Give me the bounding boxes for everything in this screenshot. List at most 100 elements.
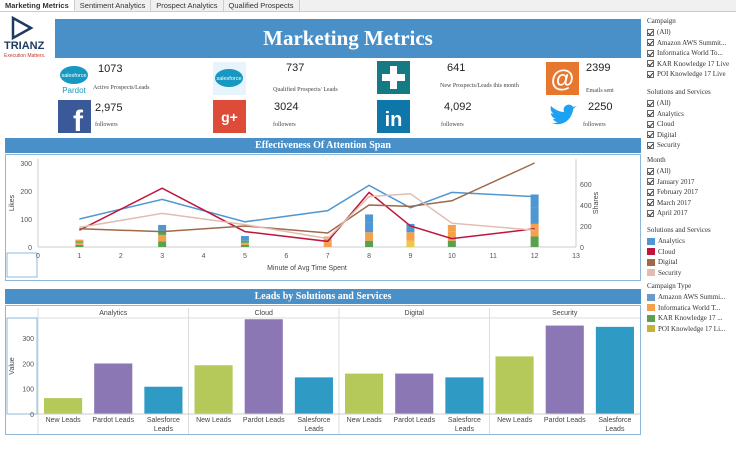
filter-option[interactable]: Amazon AWS Summit... bbox=[647, 38, 729, 49]
y2-tick-label: 200 bbox=[580, 224, 592, 231]
solutions-legend: Solutions and Services Analytics Cloud Digi… bbox=[647, 226, 711, 278]
x-tick-label: 6 bbox=[284, 253, 288, 260]
x-tick-label: New Leads bbox=[347, 417, 383, 424]
svg-text:f: f bbox=[73, 105, 84, 133]
filter-option[interactable]: January 2017 bbox=[647, 177, 698, 188]
x-tick-label: 8 bbox=[367, 253, 371, 260]
x-tick-label: Salesforce bbox=[598, 417, 631, 424]
kpi-facebook-value: 2,975 bbox=[95, 102, 123, 114]
checkbox-checked-icon[interactable] bbox=[647, 178, 654, 186]
legend-item[interactable]: Cloud bbox=[647, 247, 711, 258]
svg-text:Pardot: Pardot bbox=[62, 86, 86, 95]
leads-bar-chart: 0 100 200 300 Value Analytics New Leads Pardot … bbox=[6, 308, 640, 436]
legend-swatch bbox=[647, 314, 655, 322]
filter-option[interactable]: (All) bbox=[647, 166, 698, 177]
checkbox-checked-icon[interactable] bbox=[647, 70, 654, 78]
filter-option-label: March 2017 bbox=[657, 198, 692, 207]
checkbox-checked-icon[interactable] bbox=[647, 167, 654, 175]
tab-sentiment-analytics[interactable]: Sentiment Analytics bbox=[75, 0, 152, 11]
legend-item[interactable]: KAR Knowledge 17 ... bbox=[647, 313, 725, 324]
checkbox-checked-icon[interactable] bbox=[647, 28, 654, 36]
y-axis-label: Likes bbox=[9, 194, 16, 211]
checkbox-checked-icon[interactable] bbox=[647, 60, 654, 68]
kpi-pardot-label: Active Prospects/Leads bbox=[93, 85, 150, 91]
y-axis-label: Value bbox=[9, 357, 16, 374]
filter-option[interactable]: Digital bbox=[647, 130, 711, 141]
filter-option[interactable]: KAR Knowledge 17 Live bbox=[647, 59, 729, 70]
filter-option[interactable]: Analytics bbox=[647, 109, 711, 120]
leads-section-header: Leads by Solutions and Services bbox=[5, 289, 641, 304]
filter-option[interactable]: (All) bbox=[647, 27, 729, 38]
filter-option-label: Amazon AWS Summit... bbox=[657, 38, 727, 47]
checkbox-checked-icon[interactable] bbox=[647, 141, 654, 149]
x-tick-label: Pardot Leads bbox=[92, 417, 134, 424]
y-tick-label: 300 bbox=[20, 161, 32, 168]
x-tick-label: Pardot Leads bbox=[393, 417, 435, 424]
checkbox-checked-icon[interactable] bbox=[647, 188, 654, 196]
logo-tagline: Execution Matters. bbox=[4, 53, 46, 59]
legend-item[interactable]: Security bbox=[647, 268, 711, 279]
legend-label: Informatica World T... bbox=[658, 303, 721, 312]
stacked-bar-segment bbox=[323, 242, 332, 247]
filter-option[interactable]: February 2017 bbox=[647, 187, 698, 198]
stacked-bar-segment bbox=[530, 236, 539, 247]
legend-swatch bbox=[647, 325, 655, 333]
legend-title: Campaign Type bbox=[647, 282, 692, 290]
y-tick-label: 0 bbox=[30, 412, 34, 419]
bar-pardot-leads bbox=[395, 373, 434, 414]
legend-label: Security bbox=[658, 268, 682, 277]
filter-option-label: January 2017 bbox=[657, 177, 695, 186]
x-tick-label: 2 bbox=[119, 253, 123, 260]
filter-title: Month bbox=[647, 156, 666, 164]
legend-item[interactable]: Informatica World T... bbox=[647, 303, 725, 314]
filter-option[interactable]: Informatica World To... bbox=[647, 48, 729, 59]
filter-option[interactable]: (All) bbox=[647, 98, 711, 109]
series-line-cloud bbox=[79, 187, 535, 243]
filter-option[interactable]: April 2017 bbox=[647, 208, 698, 219]
stacked-bar-segment bbox=[158, 234, 167, 242]
legend-swatch bbox=[647, 237, 655, 245]
filter-option[interactable]: Security bbox=[647, 140, 711, 151]
checkbox-checked-icon[interactable] bbox=[647, 49, 654, 57]
tab-qualified-prospects[interactable]: Qualified Prospects bbox=[224, 0, 300, 11]
kpi-linkedin-label: followers bbox=[441, 122, 464, 128]
series-line-digital bbox=[79, 162, 535, 234]
y2-axis-label: Shares bbox=[593, 191, 600, 214]
filter-option[interactable]: Cloud bbox=[647, 119, 711, 130]
legend-item[interactable]: Digital bbox=[647, 257, 711, 268]
checkbox-checked-icon[interactable] bbox=[647, 131, 654, 139]
filter-option[interactable]: POI Knowledge 17 Live bbox=[647, 69, 729, 80]
y2-tick-label: 600 bbox=[580, 182, 592, 189]
stacked-bar-segment bbox=[530, 207, 539, 224]
x-tick-label: 0 bbox=[36, 253, 40, 260]
checkbox-checked-icon[interactable] bbox=[647, 110, 654, 118]
filter-option[interactable]: March 2017 bbox=[647, 198, 698, 209]
x-tick-label: New Leads bbox=[46, 417, 82, 424]
legend-item[interactable]: Amazon AWS Summi... bbox=[647, 292, 725, 303]
stacked-bar-segment bbox=[365, 222, 374, 233]
stacked-bar-segment bbox=[75, 242, 84, 245]
kpi-twitter-value: 2250 bbox=[588, 101, 613, 113]
stacked-bar-segment bbox=[406, 240, 415, 247]
checkbox-checked-icon[interactable] bbox=[647, 39, 654, 47]
bar-salesforce-leads bbox=[294, 377, 333, 414]
checkbox-checked-icon[interactable] bbox=[647, 209, 654, 217]
stacked-bar-segment bbox=[240, 235, 249, 241]
legend-item[interactable]: Analytics bbox=[647, 236, 711, 247]
x-tick-label: 4 bbox=[202, 253, 206, 260]
at-sign-icon: @ bbox=[546, 62, 579, 95]
y-tick-label: 100 bbox=[20, 217, 32, 224]
bar-salesforce-leads bbox=[445, 377, 484, 414]
bar-new-leads bbox=[495, 356, 534, 414]
stacked-bar-segment bbox=[365, 214, 374, 223]
bar-pardot-leads bbox=[94, 363, 133, 414]
tab-prospect-analytics[interactable]: Prospect Analytics bbox=[151, 0, 224, 11]
checkbox-checked-icon[interactable] bbox=[647, 120, 654, 128]
x-tick-label: 13 bbox=[572, 253, 580, 260]
checkbox-checked-icon[interactable] bbox=[647, 199, 654, 207]
series-line-security bbox=[79, 193, 535, 240]
checkbox-checked-icon[interactable] bbox=[647, 99, 654, 107]
tab-marketing-metrics[interactable]: Marketing Metrics bbox=[0, 0, 75, 11]
legend-item[interactable]: POI Knowledge 17 Li... bbox=[647, 324, 725, 335]
bar-pardot-leads bbox=[244, 319, 283, 414]
